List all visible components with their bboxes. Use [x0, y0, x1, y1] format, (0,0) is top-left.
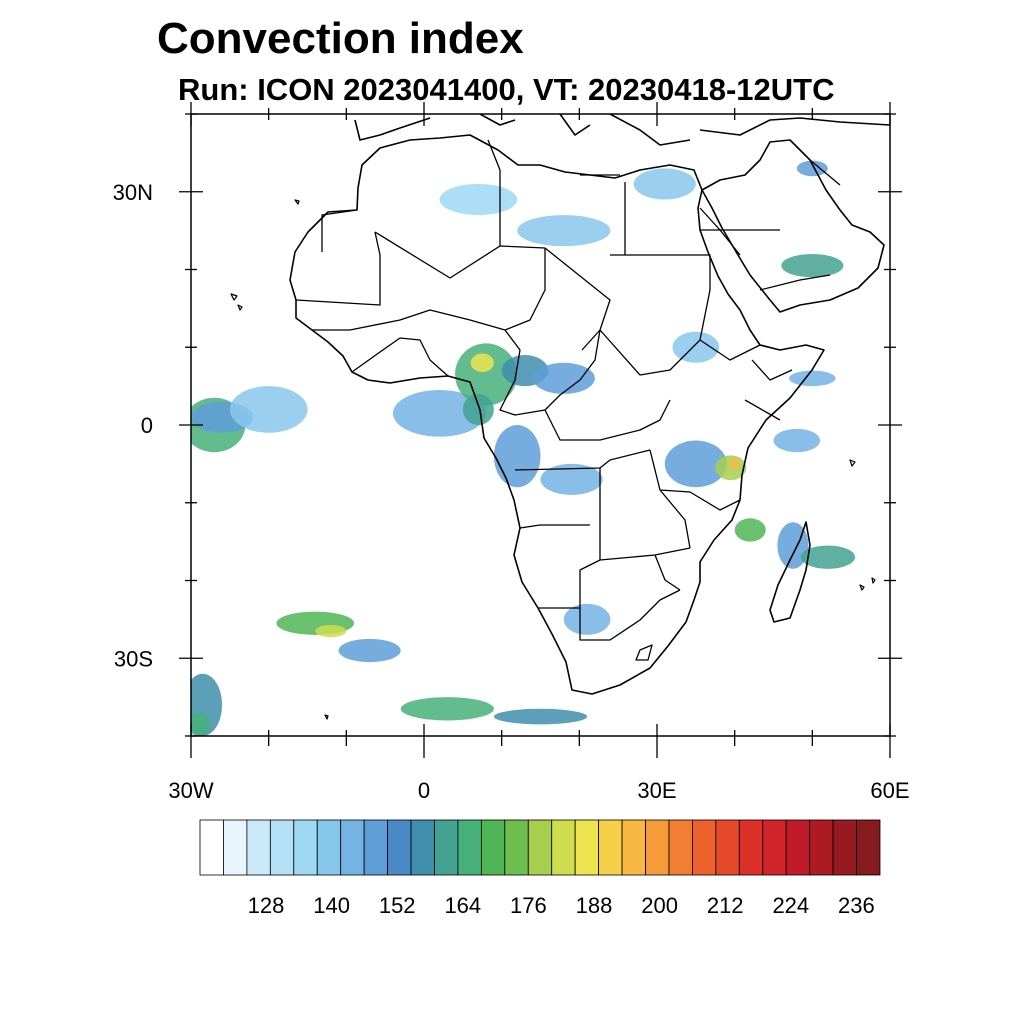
colorbar-swatch	[434, 819, 459, 876]
colorbar-tick-label: 164	[444, 893, 481, 918]
convection-field	[191, 160, 856, 736]
field-cell	[789, 370, 836, 387]
madagascar-coastline	[769, 521, 811, 623]
colorbar-swatch	[574, 819, 600, 876]
colorbar-tick-label: 152	[379, 893, 416, 918]
field-cell	[338, 638, 401, 663]
lon-tick-label: 0	[418, 778, 430, 803]
colorbar-tick-label: 188	[576, 893, 613, 918]
colorbar-swatch	[551, 819, 576, 876]
field-cell	[633, 168, 696, 200]
colorbar	[199, 819, 881, 876]
field-cell	[229, 386, 308, 433]
field-cell	[563, 603, 611, 635]
field-cell	[796, 160, 828, 177]
colorbar-swatch	[645, 819, 670, 876]
colorbar-tick-label: 140	[313, 893, 350, 918]
colorbar-swatch	[762, 819, 787, 876]
colorbar-swatch	[621, 819, 646, 876]
europe-coastline	[354, 114, 890, 146]
colorbar-swatch	[832, 819, 857, 876]
colorbar-swatch	[340, 819, 365, 876]
colorbar-swatch	[504, 819, 529, 876]
colorbar-swatch	[457, 819, 482, 876]
colorbar-tick-label: 236	[838, 893, 875, 918]
field-cell	[315, 624, 347, 638]
colorbar-swatch	[199, 819, 224, 876]
africa-coastline	[289, 134, 825, 695]
chart-title: Convection index	[157, 14, 524, 63]
field-cell	[455, 343, 518, 406]
field-cell	[493, 708, 588, 725]
colorbar-swatch	[856, 819, 881, 876]
colorbar-swatch	[480, 819, 506, 876]
field-cell	[470, 353, 494, 373]
field-cell	[517, 215, 611, 247]
colorbar-swatch	[692, 819, 717, 876]
field-cell	[729, 458, 741, 470]
colorbar-swatch	[598, 819, 623, 876]
colorbar-swatch	[223, 819, 248, 876]
field-cell	[400, 697, 494, 721]
lat-tick-label: 0	[141, 413, 153, 438]
islands	[230, 199, 876, 720]
field-cell	[439, 183, 518, 216]
field-cell	[540, 463, 603, 495]
field-cell	[800, 545, 856, 569]
colorbar-tick-label: 128	[248, 893, 285, 918]
colorbar-swatch	[527, 819, 553, 876]
colorbar-swatch	[738, 819, 764, 876]
colorbar-labels: 128 140 152 164 176 188 200 212 224 236	[248, 893, 875, 918]
field-cell	[462, 393, 494, 426]
chart-subtitle: Run: ICON 2023041400, VT: 20230418-12UTC	[178, 72, 835, 107]
colorbar-tick-label: 212	[707, 893, 744, 918]
colorbar-swatch	[410, 819, 435, 876]
field-cell	[672, 331, 720, 363]
colorbar-swatch	[363, 819, 388, 876]
colorbar-swatch	[316, 819, 342, 876]
lat-tick-label: 30S	[114, 646, 153, 671]
coastlines-and-borders	[230, 114, 890, 720]
field-cell	[392, 390, 487, 437]
colorbar-tick-label: 224	[772, 893, 809, 918]
colorbar-swatch	[785, 819, 811, 876]
lon-tick-label: 30W	[168, 778, 213, 803]
field-cell	[734, 518, 766, 542]
axis-tick-labels: 30N 0 30S 30W 0 30E 60E	[113, 180, 910, 803]
axis-ticks	[179, 102, 902, 758]
lat-tick-label: 30N	[113, 180, 153, 205]
colorbar-swatch	[668, 819, 693, 876]
colorbar-swatch	[809, 819, 834, 876]
colorbar-swatch	[715, 819, 740, 876]
field-cell	[781, 253, 844, 278]
colorbar-swatch	[246, 819, 271, 876]
colorbar-swatch	[387, 819, 412, 876]
field-cell	[664, 440, 727, 488]
field-cell	[532, 362, 595, 394]
colorbar-tick-label: 176	[510, 893, 547, 918]
colorbar-swatch	[293, 819, 318, 876]
field-cell	[191, 712, 211, 736]
country-borders	[295, 139, 841, 661]
colorbar-swatch	[269, 819, 295, 876]
arabia-coastline	[701, 139, 885, 313]
field-cell	[773, 428, 821, 453]
field-cell	[493, 425, 541, 488]
lon-tick-label: 30E	[637, 778, 676, 803]
colorbar-tick-label: 200	[641, 893, 678, 918]
lon-tick-label: 60E	[870, 778, 909, 803]
